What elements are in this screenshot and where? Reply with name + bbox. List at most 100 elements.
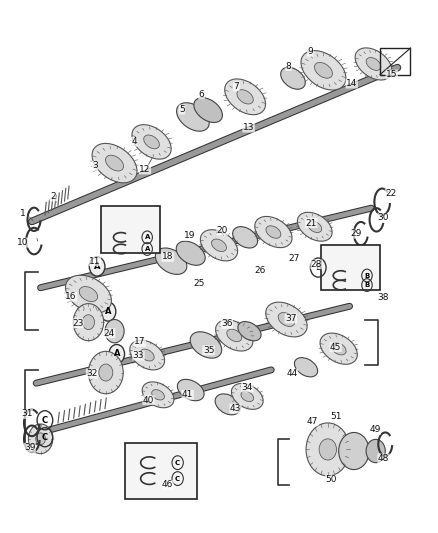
FancyBboxPatch shape	[102, 206, 160, 253]
Text: A: A	[145, 246, 150, 252]
Ellipse shape	[301, 51, 346, 90]
Ellipse shape	[215, 320, 253, 351]
FancyBboxPatch shape	[125, 443, 197, 499]
Text: 37: 37	[285, 314, 297, 323]
Text: 35: 35	[203, 346, 214, 355]
Text: 38: 38	[378, 293, 389, 302]
Text: 9: 9	[307, 47, 313, 56]
Ellipse shape	[132, 125, 171, 159]
Text: 2: 2	[50, 192, 56, 201]
Text: 36: 36	[221, 319, 233, 328]
Text: 34: 34	[242, 383, 253, 392]
Text: C: C	[175, 475, 180, 482]
Ellipse shape	[99, 364, 113, 381]
Text: 1: 1	[20, 209, 26, 218]
Text: 49: 49	[369, 425, 381, 434]
Text: 11: 11	[89, 257, 101, 265]
Ellipse shape	[266, 302, 307, 337]
Ellipse shape	[266, 226, 281, 238]
Text: 27: 27	[288, 254, 300, 263]
Text: 39: 39	[24, 443, 35, 453]
Ellipse shape	[225, 79, 265, 115]
Ellipse shape	[79, 287, 98, 302]
Text: 7: 7	[233, 82, 239, 91]
Text: 40: 40	[143, 395, 154, 405]
Ellipse shape	[319, 439, 336, 460]
Ellipse shape	[190, 332, 222, 358]
Ellipse shape	[155, 248, 187, 274]
Ellipse shape	[65, 275, 111, 313]
Text: 47: 47	[307, 417, 318, 426]
Text: 48: 48	[378, 454, 389, 463]
Text: 13: 13	[243, 123, 254, 132]
Ellipse shape	[73, 304, 104, 341]
Text: C: C	[42, 416, 48, 425]
Text: 10: 10	[18, 238, 29, 247]
Ellipse shape	[28, 424, 53, 454]
Ellipse shape	[278, 312, 295, 327]
Text: 15: 15	[386, 70, 398, 79]
Text: 21: 21	[306, 219, 317, 228]
Text: 31: 31	[21, 409, 32, 418]
Ellipse shape	[297, 212, 332, 241]
FancyBboxPatch shape	[321, 245, 380, 290]
Ellipse shape	[238, 321, 261, 341]
Text: 19: 19	[184, 231, 195, 240]
Text: 46: 46	[162, 480, 173, 489]
Text: 41: 41	[182, 390, 193, 399]
Text: 17: 17	[134, 337, 145, 346]
Ellipse shape	[331, 342, 346, 355]
Ellipse shape	[106, 155, 124, 171]
Ellipse shape	[142, 382, 174, 408]
Ellipse shape	[227, 329, 242, 342]
Text: 44: 44	[286, 369, 298, 378]
Text: B: B	[364, 282, 370, 288]
Ellipse shape	[233, 227, 258, 248]
Ellipse shape	[88, 351, 123, 394]
Ellipse shape	[212, 239, 226, 252]
Text: 26: 26	[254, 266, 266, 275]
Text: 22: 22	[385, 189, 396, 198]
Text: 45: 45	[330, 343, 341, 352]
Text: 32: 32	[86, 369, 98, 378]
Ellipse shape	[366, 439, 385, 463]
Text: 24: 24	[104, 329, 115, 338]
Text: A: A	[145, 235, 150, 240]
Text: 4: 4	[131, 138, 137, 147]
Ellipse shape	[92, 143, 137, 183]
Text: 33: 33	[133, 351, 144, 360]
Text: C: C	[175, 459, 180, 466]
Ellipse shape	[215, 394, 240, 415]
Text: A: A	[105, 307, 111, 316]
Text: C: C	[42, 433, 48, 442]
Ellipse shape	[194, 98, 223, 123]
Ellipse shape	[82, 315, 95, 329]
Text: 28: 28	[311, 260, 322, 269]
Ellipse shape	[320, 333, 357, 364]
Text: 23: 23	[72, 319, 83, 328]
Text: 8: 8	[286, 62, 292, 70]
Ellipse shape	[109, 344, 124, 364]
Text: 29: 29	[350, 229, 362, 238]
Ellipse shape	[105, 319, 124, 343]
Text: B: B	[315, 263, 321, 272]
Ellipse shape	[200, 230, 238, 261]
Text: 20: 20	[217, 226, 228, 235]
Ellipse shape	[152, 390, 164, 400]
Ellipse shape	[130, 340, 165, 370]
Ellipse shape	[144, 135, 159, 149]
Ellipse shape	[355, 48, 392, 80]
Ellipse shape	[237, 90, 253, 104]
Text: 43: 43	[230, 404, 241, 413]
Text: 14: 14	[346, 79, 357, 88]
Text: 3: 3	[92, 161, 98, 170]
Ellipse shape	[35, 433, 46, 445]
Ellipse shape	[308, 221, 321, 232]
Text: A: A	[94, 262, 100, 271]
Ellipse shape	[176, 241, 205, 265]
Ellipse shape	[294, 358, 318, 377]
Ellipse shape	[339, 432, 369, 470]
Ellipse shape	[140, 349, 154, 361]
Text: 30: 30	[378, 213, 389, 222]
Text: 6: 6	[199, 90, 205, 99]
